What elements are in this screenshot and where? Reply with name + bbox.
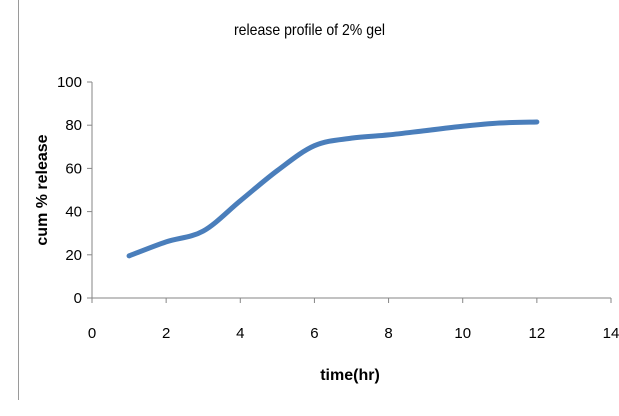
y-tick-label: 60	[65, 160, 82, 177]
y-tick-label: 80	[65, 117, 82, 134]
x-tick-label: 12	[529, 325, 546, 342]
tick-labels: 0 20 40 60 80 100 0 2 4 6 8 10 12 14	[57, 74, 619, 342]
x-tick-label: 10	[454, 325, 471, 342]
y-tick-label: 20	[65, 247, 82, 264]
y-tick-label: 100	[57, 74, 82, 91]
series-line	[126, 119, 540, 259]
y-axis-title: cum % release	[34, 134, 51, 245]
x-tick-label: 8	[384, 325, 392, 342]
x-tick-label: 14	[603, 325, 619, 342]
y-tick-label: 40	[65, 204, 82, 221]
series-layer	[126, 119, 540, 259]
x-tick-label: 0	[88, 325, 96, 342]
chart-title: release profile of 2% gel	[233, 22, 386, 39]
tick-marks	[87, 81, 612, 303]
frame-border-line	[18, 0, 19, 400]
x-tick-label: 4	[236, 325, 244, 342]
x-tick-label: 2	[162, 325, 170, 342]
axes	[91, 82, 611, 299]
y-tick-label: 0	[74, 290, 82, 307]
x-tick-label: 6	[310, 325, 318, 342]
x-axis-title: time(hr)	[320, 367, 380, 384]
